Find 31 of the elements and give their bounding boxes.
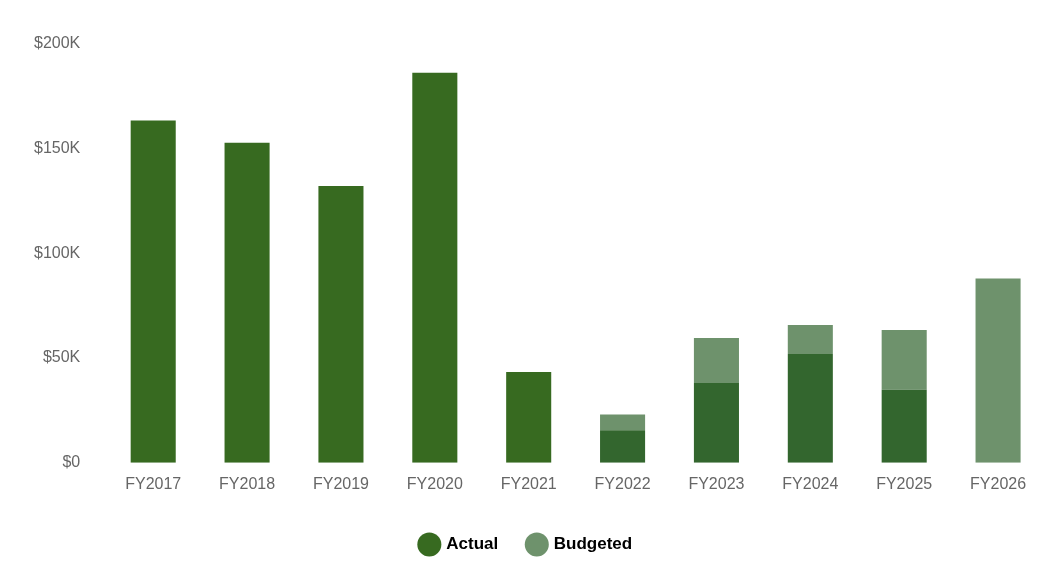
bar (693, 337, 739, 383)
bar (881, 389, 927, 463)
bar (412, 72, 458, 463)
bar (787, 324, 833, 355)
x-tick-label: FY2018 (219, 474, 276, 492)
bar (600, 414, 646, 431)
x-tick-label: FY2020 (406, 474, 463, 492)
y-tick-label: $50K (42, 348, 81, 366)
bar (693, 382, 739, 463)
bar (224, 142, 270, 463)
bar (318, 185, 364, 463)
x-tick-label: FY2024 (782, 474, 839, 492)
bar (600, 430, 646, 463)
bar (787, 354, 833, 463)
bar (506, 372, 552, 463)
y-tick-label: $0 (62, 453, 81, 471)
x-tick-label: FY2017 (125, 474, 182, 492)
legend-label: Actual (446, 534, 499, 554)
x-tick-label: FY2025 (876, 474, 933, 492)
legend-label: Budgeted (553, 534, 633, 554)
y-tick-label: $100K (34, 243, 81, 261)
x-tick-label: FY2026 (970, 474, 1027, 492)
y-tick-label: $150K (34, 138, 81, 156)
bar (130, 120, 176, 463)
bar (881, 329, 927, 390)
x-tick-label: FY2021 (500, 474, 557, 492)
y-tick-label: $200K (34, 34, 81, 52)
x-tick-label: FY2019 (312, 474, 370, 492)
x-tick-label: FY2023 (688, 474, 745, 492)
bar (975, 278, 1021, 463)
x-tick-label: FY2022 (594, 474, 651, 492)
